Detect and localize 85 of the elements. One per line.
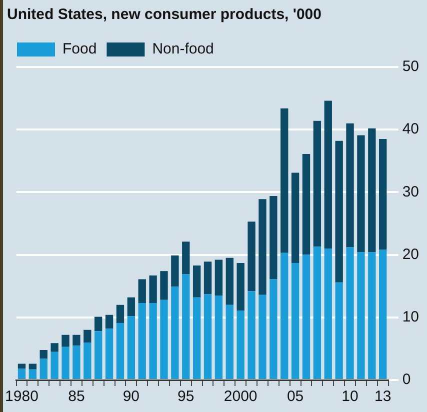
bar <box>72 334 80 346</box>
bar <box>105 314 114 329</box>
bar <box>138 303 146 379</box>
bar <box>226 258 234 305</box>
bar <box>313 246 322 379</box>
x-tick-label: 10 <box>342 388 358 406</box>
bar <box>18 368 26 379</box>
bar <box>94 316 102 332</box>
bar <box>192 265 201 298</box>
chart-title: United States, new consumer products, '000 <box>7 6 322 24</box>
y-tick-label: 30 <box>402 183 420 200</box>
bar <box>346 247 354 379</box>
legend-label: Food <box>62 40 97 58</box>
bar <box>302 254 310 379</box>
bar <box>171 255 179 287</box>
bar <box>160 300 168 379</box>
x-tick-label: 2000 <box>224 388 258 406</box>
bar <box>18 364 26 369</box>
bar <box>357 252 365 379</box>
bar <box>368 128 376 252</box>
bar <box>149 275 157 303</box>
y-tick-label: 10 <box>402 308 420 326</box>
bar <box>270 196 278 280</box>
bar <box>236 262 244 311</box>
bar <box>214 295 223 379</box>
bar <box>50 352 58 379</box>
bar <box>357 135 365 252</box>
bar <box>226 304 234 379</box>
bar <box>335 282 343 379</box>
bar <box>368 252 376 379</box>
bar <box>346 123 354 248</box>
bar <box>236 310 244 379</box>
x-tick-label: 95 <box>178 388 194 406</box>
bar <box>149 303 157 379</box>
bar <box>280 252 288 379</box>
bar <box>302 154 310 255</box>
bar <box>192 297 201 379</box>
bar <box>72 346 80 379</box>
bar <box>270 279 278 379</box>
y-tick-label: 0 <box>402 371 411 388</box>
bar <box>94 331 102 379</box>
bar <box>379 250 387 379</box>
bar <box>127 297 136 316</box>
bar <box>50 343 58 352</box>
bar <box>248 291 256 379</box>
bar <box>291 262 300 379</box>
bar <box>40 350 48 359</box>
bar <box>116 304 124 324</box>
bar <box>28 364 37 370</box>
bar <box>335 140 343 282</box>
bar <box>62 346 70 379</box>
bar <box>116 323 124 379</box>
x-tick-label: 13 <box>374 388 392 406</box>
bar <box>214 260 223 296</box>
y-tick-label: 20 <box>402 246 420 263</box>
x-tick-label: 90 <box>122 388 140 406</box>
bar <box>313 120 322 247</box>
x-tick-label: 85 <box>68 388 85 406</box>
y-tick-label: 40 <box>402 120 420 138</box>
bar <box>204 294 212 379</box>
x-tick-label: 1980 <box>5 388 38 406</box>
bar <box>138 279 146 303</box>
bar <box>62 334 70 347</box>
bar <box>291 172 300 263</box>
bar <box>280 108 288 253</box>
bar <box>182 242 190 274</box>
bar <box>182 274 190 379</box>
bar <box>258 199 266 295</box>
y-tick-label: 50 <box>402 58 420 76</box>
bar <box>40 358 48 379</box>
bar <box>258 294 266 379</box>
bar <box>324 248 332 379</box>
bar <box>84 330 92 342</box>
legend-label: Non-food <box>152 40 214 58</box>
bar <box>28 369 37 379</box>
bar <box>379 138 387 250</box>
bar <box>84 342 92 379</box>
x-tick-label: 05 <box>286 388 304 406</box>
bar <box>171 286 179 379</box>
bar <box>127 316 136 379</box>
bar <box>204 262 212 294</box>
bar <box>160 271 168 300</box>
bar <box>248 222 256 292</box>
bar <box>105 328 114 379</box>
bar <box>324 100 332 249</box>
